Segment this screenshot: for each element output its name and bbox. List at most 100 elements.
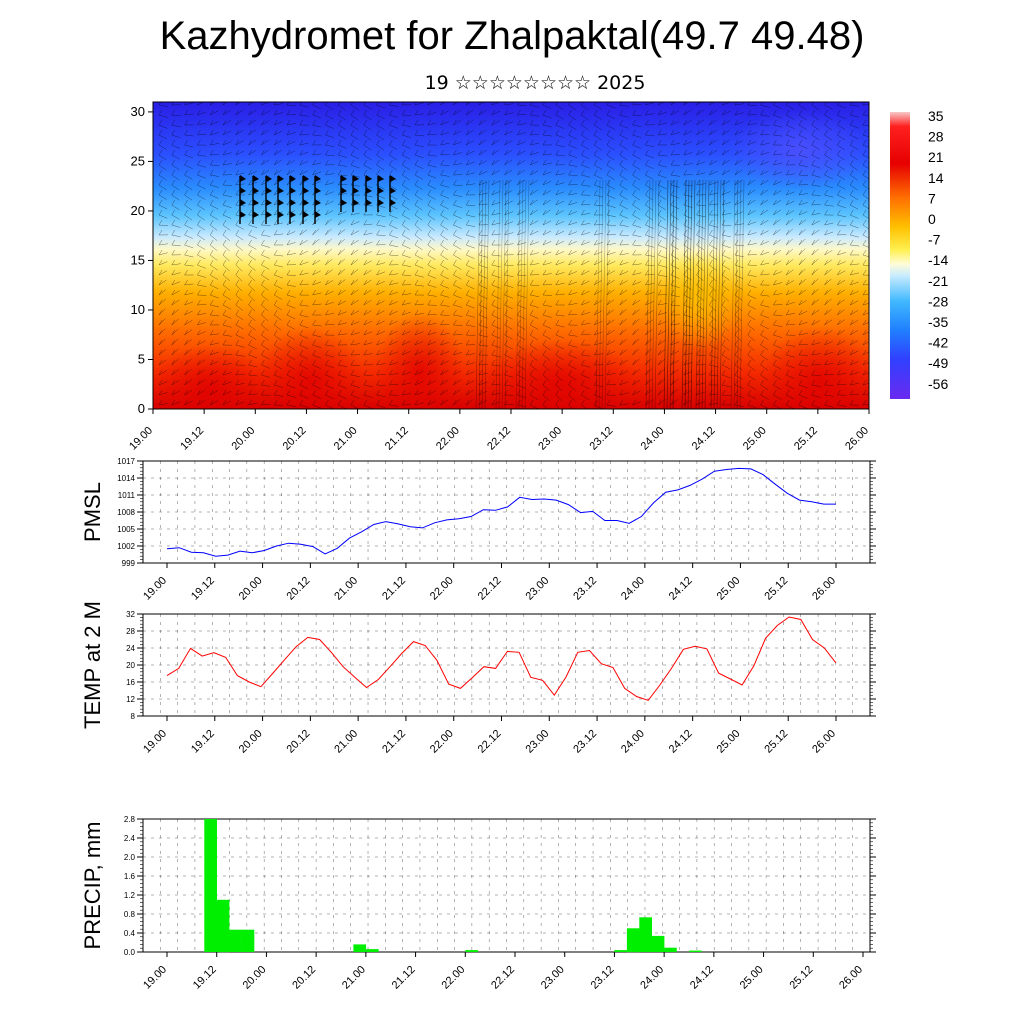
wind-barb-flag xyxy=(734,289,739,296)
x-tick-label: 24.00 xyxy=(639,425,667,453)
wind-barb-flag xyxy=(427,139,432,146)
wind-barb-flag xyxy=(235,229,240,236)
wind-barb xyxy=(299,344,309,350)
wind-barb xyxy=(517,384,526,389)
wind-barb-flag xyxy=(465,399,470,406)
wind-barb xyxy=(274,264,284,268)
wind-barb xyxy=(389,104,399,107)
wind-barb-flag xyxy=(619,269,624,276)
wind-barb-flag xyxy=(657,329,662,336)
wind-barb xyxy=(491,110,501,116)
wind-barb-flag xyxy=(171,239,176,246)
wind-barb xyxy=(594,144,602,151)
wind-barb xyxy=(440,351,449,356)
wind-barb-flag xyxy=(337,249,342,256)
wind-barb xyxy=(709,324,717,331)
wind-barb xyxy=(760,230,769,236)
wind-barb-flag xyxy=(849,119,854,126)
y-tick-label: 1017 xyxy=(117,457,135,466)
wind-barb xyxy=(222,353,232,356)
wind-barb xyxy=(747,374,756,381)
wind-barb-flag xyxy=(696,299,700,306)
wind-barb-flag xyxy=(478,199,483,206)
wind-barb-flag xyxy=(401,349,406,356)
wind-barb-flag xyxy=(517,399,521,406)
wind-streak xyxy=(475,179,481,409)
wind-barb xyxy=(453,163,463,166)
wind-barb-flag xyxy=(581,319,585,326)
wind-barb xyxy=(530,394,539,400)
wind-barb xyxy=(619,392,629,396)
wind-barb-flag xyxy=(555,199,560,206)
wind-barb-flag xyxy=(811,139,816,146)
wind-barb xyxy=(466,129,474,136)
wind-barb xyxy=(606,279,615,286)
wind-barb xyxy=(376,124,385,130)
wind-barb xyxy=(722,159,730,166)
wind-barb-flag xyxy=(824,399,828,406)
wind-barb-flag xyxy=(824,379,828,386)
wind-barb-flag xyxy=(337,399,342,406)
wind-barb xyxy=(734,354,743,361)
wind-barb xyxy=(619,104,629,107)
wind-barb xyxy=(786,344,796,347)
wind-barb-flag xyxy=(389,159,393,166)
wind-barb-flag xyxy=(478,369,483,376)
wind-barb-flag xyxy=(363,319,368,326)
wind-barb xyxy=(491,233,501,236)
wind-barb xyxy=(363,310,372,316)
wind-barb-flag xyxy=(235,379,240,386)
wind-barb-flag xyxy=(235,129,240,136)
wind-barb xyxy=(594,204,604,207)
wind-barb xyxy=(542,251,552,256)
wind-barb-flag xyxy=(261,229,265,236)
wind-barb xyxy=(862,341,869,346)
wind-barb xyxy=(414,224,422,232)
wind-barb xyxy=(632,358,640,366)
wind-barb xyxy=(261,384,271,387)
wind-barb-flag xyxy=(837,189,841,196)
x-tick-label: 21.00 xyxy=(332,425,360,453)
wind-barb-flag xyxy=(734,239,739,246)
wind-barb-flag xyxy=(811,219,816,226)
wind-barb-flag xyxy=(350,329,355,336)
wind-barb xyxy=(581,384,590,390)
wind-barb-flag xyxy=(337,129,342,136)
wind-barb-flag xyxy=(222,179,227,186)
wind-barb-flag xyxy=(619,379,624,386)
wind-barb xyxy=(811,268,819,276)
wind-barb-flag xyxy=(209,179,214,186)
wind-barb-flag xyxy=(555,339,560,346)
wind-barb xyxy=(414,174,424,180)
wind-barb xyxy=(568,354,578,359)
wind-barb-flag xyxy=(568,279,572,286)
precip-bar xyxy=(241,929,255,952)
wind-barb-flag xyxy=(325,129,329,136)
wind-barb xyxy=(414,254,424,260)
wind-barb-flag xyxy=(453,329,457,336)
wind-streak xyxy=(524,179,530,409)
wind-barb xyxy=(248,354,258,359)
wind-barb-flag xyxy=(657,389,662,396)
wind-barb xyxy=(773,394,782,400)
wind-barb xyxy=(773,162,783,166)
wind-barb-flag xyxy=(760,219,764,226)
colorbar-label: 35 xyxy=(928,108,944,124)
y-tick-label: 999 xyxy=(122,559,136,568)
wind-barb-flag xyxy=(465,109,470,116)
wind-barb xyxy=(414,102,424,106)
wind-barb-flag xyxy=(696,319,700,326)
wind-barb-flag xyxy=(709,379,713,386)
wind-barb-flag xyxy=(747,129,752,136)
wind-barb xyxy=(491,139,500,146)
wind-barb xyxy=(402,124,412,127)
wind-barb xyxy=(709,203,719,206)
wind-barb xyxy=(619,318,627,326)
wind-barb xyxy=(440,389,449,396)
wind-barb xyxy=(466,183,476,186)
wind-barb-flag xyxy=(465,389,470,396)
wind-barb-flag xyxy=(478,279,483,286)
wind-barb-flag xyxy=(222,369,227,376)
wind-barb-flag xyxy=(325,259,329,266)
wind-barb-flag xyxy=(248,199,252,206)
